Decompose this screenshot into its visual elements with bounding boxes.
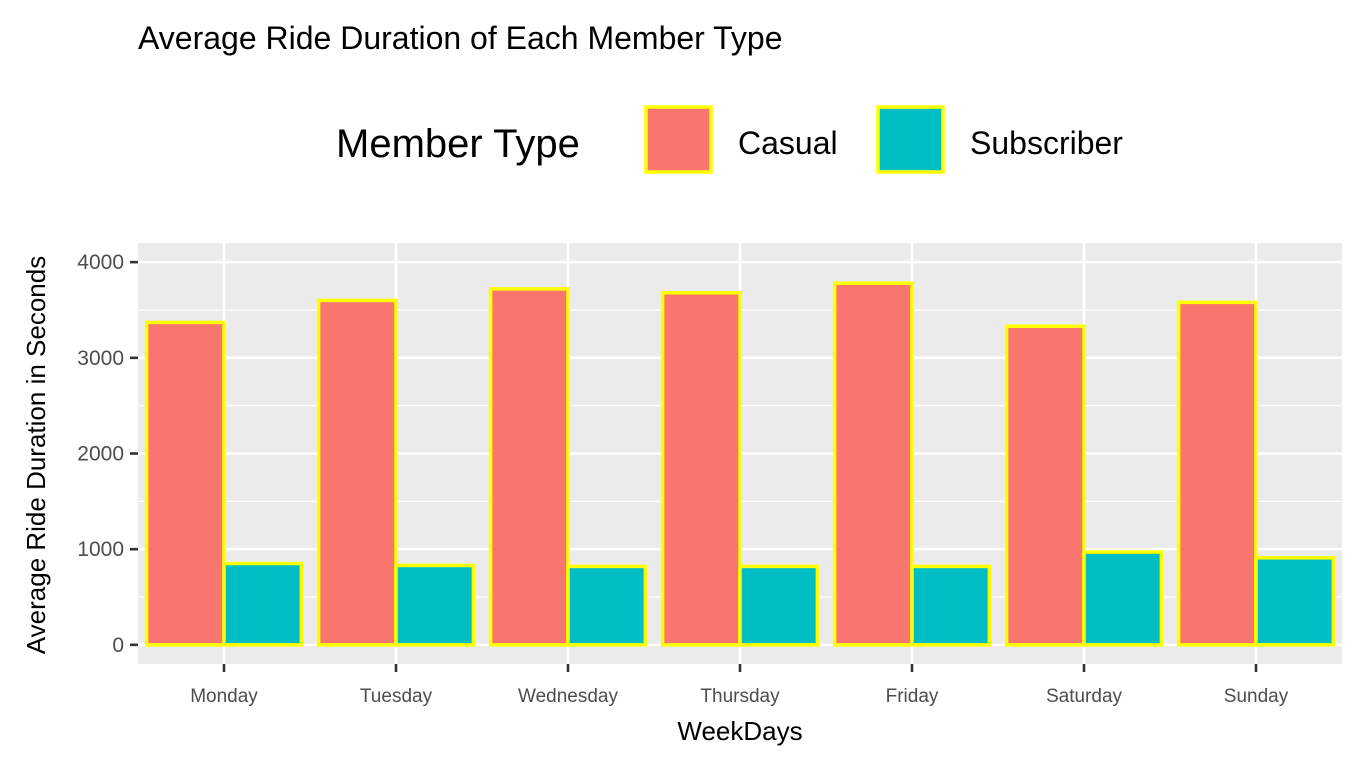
x-axis: Monday Tuesday Wednesday Thursday Friday Satu… [190, 664, 1289, 707]
bars [144, 281, 1336, 647]
y-tick-label: 0 [112, 634, 124, 657]
y-tick-label: 1000 [77, 538, 124, 561]
y-tick-label: 3000 [77, 347, 124, 370]
bar-casual-friday [832, 281, 914, 647]
legend-label-subscriber: Subscriber [970, 125, 1123, 161]
y-axis: 0 1000 2000 3000 4000 [77, 251, 138, 657]
x-axis-title: WeekDays [677, 716, 802, 746]
x-tick-label: Tuesday [360, 686, 433, 707]
x-tick-label: Wednesday [518, 686, 618, 707]
plot-panel [138, 243, 1342, 664]
x-tick-label: Saturday [1046, 686, 1123, 707]
bar-subscriber-wednesday [566, 564, 648, 647]
x-tick-label: Thursday [700, 686, 780, 707]
bar-casual-sunday [1176, 300, 1258, 647]
bar-subscriber-saturday [1082, 550, 1164, 647]
legend-key-casual [644, 105, 713, 174]
legend-title: Member Type [336, 122, 580, 166]
y-axis-title: Average Ride Duration in Seconds [21, 256, 51, 654]
legend: Member Type Casual Subscriber [336, 105, 1123, 174]
chart-title: Average Ride Duration of Each Member Typ… [138, 20, 783, 56]
bar-subscriber-friday [910, 564, 992, 647]
x-tick-label: Monday [190, 686, 258, 707]
legend-label-casual: Casual [738, 125, 838, 161]
legend-items: Casual Subscriber [644, 105, 1123, 174]
bar-casual-saturday [1004, 324, 1086, 647]
bar-subscriber-monday [222, 561, 304, 647]
bar-casual-tuesday [316, 298, 398, 647]
y-tick-label: 2000 [77, 443, 124, 466]
x-tick-label: Friday [886, 686, 939, 707]
y-tick-label: 4000 [77, 251, 124, 274]
bar-casual-thursday [660, 291, 742, 647]
x-tick-label: Sunday [1224, 686, 1289, 707]
bar-casual-monday [144, 320, 226, 647]
bar-subscriber-thursday [738, 564, 820, 647]
legend-key-subscriber [876, 105, 945, 174]
bar-subscriber-tuesday [394, 563, 476, 647]
bar-casual-wednesday [488, 287, 570, 647]
bar-subscriber-sunday [1254, 556, 1336, 647]
